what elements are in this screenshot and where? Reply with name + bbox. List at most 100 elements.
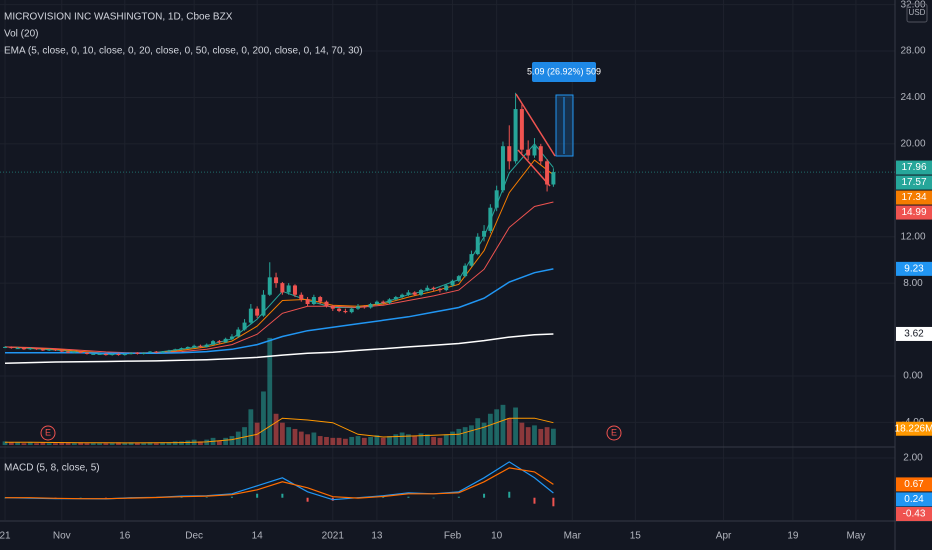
candle-body — [185, 346, 190, 349]
macd-histogram-bar — [533, 497, 536, 504]
macd-histogram-bar — [483, 493, 486, 498]
y-tick-label: 24.00 — [900, 92, 925, 103]
candle-body — [545, 161, 550, 185]
macd-legend: MACD (5, 8, close, 5) — [4, 463, 100, 474]
volume-bar — [65, 442, 71, 445]
candle-body — [72, 351, 77, 353]
volume-bar — [40, 442, 46, 445]
macd-histogram-bar — [432, 497, 435, 499]
candle-body — [519, 109, 524, 150]
candle-body — [393, 297, 398, 300]
volume-bar — [261, 391, 266, 445]
candle-body — [337, 308, 342, 311]
volume-bar — [27, 442, 33, 445]
y-tick-label: 0.00 — [903, 371, 923, 382]
candle-body — [148, 351, 153, 353]
candle-body — [286, 285, 291, 293]
candle-body — [59, 350, 64, 352]
grid — [0, 0, 895, 520]
last-value-box — [896, 160, 932, 175]
x-tick-label: 16 — [119, 531, 131, 542]
candle-body — [356, 306, 360, 309]
candle-body — [387, 299, 392, 303]
volume-bar — [519, 422, 525, 445]
x-tick-label: 10 — [491, 531, 503, 542]
volume-bar — [223, 437, 229, 445]
volume-bar — [500, 404, 506, 445]
volume-bar — [141, 443, 147, 445]
candle-body — [425, 287, 430, 291]
currency-label: USD — [909, 8, 926, 17]
macd-histogram-bar — [230, 496, 233, 498]
candle-body — [374, 301, 379, 305]
trend-line — [517, 149, 551, 187]
volume-bar — [34, 443, 39, 445]
volume-bar — [103, 443, 109, 445]
earnings-marker[interactable] — [40, 425, 56, 441]
trend-line — [515, 93, 556, 157]
candle-body — [154, 351, 159, 353]
last-value-box — [896, 421, 932, 436]
volume-bar — [456, 428, 462, 445]
volume-bar — [513, 407, 518, 445]
candle-body — [475, 236, 480, 255]
last-value-label: 18.226M — [895, 423, 932, 434]
volume-bar — [21, 443, 27, 445]
volume-bar — [109, 443, 115, 445]
candle-body — [261, 294, 266, 316]
last-value-label: 17.96 — [901, 162, 926, 173]
candle-body — [400, 294, 405, 298]
candle-body — [488, 207, 493, 231]
candle-body — [9, 346, 14, 349]
currency-box[interactable] — [906, 3, 928, 23]
candle-body — [450, 280, 455, 286]
candle-body — [343, 310, 348, 313]
volume-bar — [46, 443, 52, 445]
candle-body — [431, 287, 436, 289]
candle-body — [507, 146, 512, 162]
volume-bar — [292, 428, 298, 445]
x-tick-label: May — [846, 531, 865, 542]
y-tick-label: 32.00 — [900, 0, 925, 10]
x-tick-label: 21 — [0, 531, 11, 542]
x-tick-label: Feb — [444, 531, 462, 542]
volume-legend: Vol (20) — [4, 29, 38, 40]
volume-bar — [475, 418, 481, 445]
volume-bar — [116, 442, 121, 445]
volume-bar — [393, 434, 399, 445]
volume-bar — [469, 425, 474, 445]
macd-histogram-bar — [104, 497, 107, 499]
volume-bar — [437, 437, 443, 445]
volume-bar — [342, 438, 348, 445]
candle-body — [229, 336, 234, 339]
volume-bar — [166, 442, 172, 445]
volume-bar — [450, 431, 455, 445]
volume-bar — [78, 442, 84, 445]
volume-bar — [506, 418, 512, 445]
candle-body — [192, 345, 197, 347]
last-value-label: 0.24 — [904, 494, 924, 505]
candle-body — [551, 172, 556, 185]
measure-label: 5.09 (26.92%) 509 — [527, 66, 601, 76]
volume-bar — [242, 427, 247, 445]
candle-body — [28, 348, 33, 350]
x-tick-label: Mar — [564, 531, 582, 542]
candle-body — [368, 304, 373, 308]
candle-body — [129, 352, 134, 354]
ema-line — [4, 201, 554, 354]
candle-body — [40, 349, 45, 351]
last-value-box — [896, 492, 932, 507]
volume-bar — [298, 431, 304, 445]
candle-body — [381, 301, 386, 303]
volume-bar — [179, 441, 184, 445]
macd-histogram-bar — [281, 493, 284, 498]
ema-line — [5, 268, 554, 355]
x-tick-label: 14 — [252, 531, 264, 542]
candle-body — [419, 290, 424, 295]
candle-body — [204, 344, 209, 347]
candle-body — [469, 254, 474, 266]
earnings-marker[interactable] — [606, 425, 622, 441]
candle-body — [406, 292, 411, 295]
candle-body — [21, 348, 26, 350]
